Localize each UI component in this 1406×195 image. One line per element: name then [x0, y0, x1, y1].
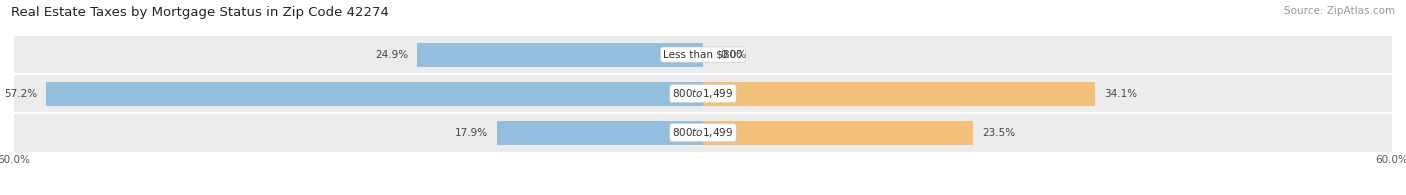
- Text: 23.5%: 23.5%: [981, 128, 1015, 138]
- Text: Real Estate Taxes by Mortgage Status in Zip Code 42274: Real Estate Taxes by Mortgage Status in …: [11, 6, 389, 19]
- Bar: [418, 43, 703, 67]
- Bar: [14, 35, 1392, 74]
- Text: $800 to $1,499: $800 to $1,499: [672, 126, 734, 139]
- Bar: [14, 74, 1392, 113]
- Text: Less than $800: Less than $800: [664, 50, 742, 60]
- Text: 57.2%: 57.2%: [4, 89, 37, 99]
- Bar: [14, 113, 1392, 152]
- Bar: [703, 121, 973, 145]
- Text: 0.0%: 0.0%: [720, 50, 747, 60]
- Bar: [498, 121, 703, 145]
- Bar: [703, 82, 1094, 106]
- Text: 24.9%: 24.9%: [375, 50, 408, 60]
- Text: Source: ZipAtlas.com: Source: ZipAtlas.com: [1284, 6, 1395, 16]
- Text: 34.1%: 34.1%: [1104, 89, 1137, 99]
- Text: 17.9%: 17.9%: [456, 128, 488, 138]
- Text: $800 to $1,499: $800 to $1,499: [672, 87, 734, 100]
- Bar: [46, 82, 703, 106]
